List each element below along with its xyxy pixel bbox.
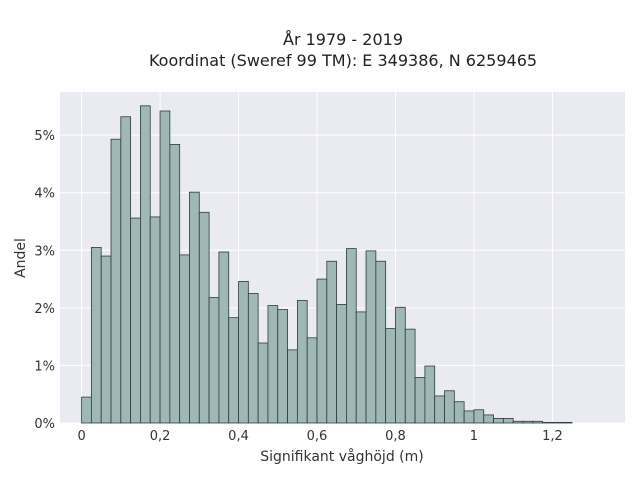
histogram-bar-35 [424,365,436,424]
histogram-bar-11 [189,191,200,424]
histogram-bar-13 [208,297,220,424]
histogram-bar-3 [110,138,122,424]
x-axis-ticks: 0 0,2 0,4 0,6 0,8 1 1,2 [77,429,562,444]
histogram-bar-32 [395,306,406,424]
histogram-bar-1 [90,247,102,424]
histogram-bar-37 [444,390,455,424]
histogram-bar-31 [385,328,396,424]
histogram-bar-27 [346,248,357,424]
chart-title-line2: Koordinat (Sweref 99 TM): E 349386, N 62… [149,51,537,70]
x-tick-label-6: 1,2 [542,429,563,444]
y-tick-label-4: 4% [34,187,55,202]
histogram-bar-5 [130,217,141,424]
histogram-bar-47 [542,422,553,424]
histogram-bar-33 [404,328,416,424]
histogram-bar-22 [296,299,308,424]
y-tick-label-5: 5% [34,129,55,144]
y-axis-label: Andel [13,238,29,278]
histogram-bar-17 [247,293,259,424]
histogram-bar-23 [306,337,318,424]
histogram-bar-16 [238,280,249,424]
y-tick-label-3: 3% [34,244,55,259]
histogram-bar-21 [287,349,298,424]
y-tick-label-2: 2% [34,302,55,317]
histogram-bar-19 [267,305,279,424]
histogram-bar-29 [365,250,377,424]
histogram-bar-30 [375,260,387,424]
histogram-bar-40 [473,409,485,424]
x-tick-label-5: 1 [470,429,478,444]
histogram-bar-24 [316,278,328,424]
histogram-bar-4 [120,116,132,424]
histogram-bar-34 [414,377,426,424]
histogram-bar-8 [159,110,171,424]
histogram-bar-12 [198,211,210,424]
histogram-bar-45 [522,420,534,424]
histogram-bar-48 [552,422,563,424]
x-tick-label-2: 0,4 [228,429,249,444]
x-tick-label-4: 0,8 [385,429,406,444]
y-tick-label-0: 0% [34,417,55,432]
histogram-bar-10 [179,254,190,424]
histogram-bar-9 [169,143,181,424]
histogram-bar-44 [512,420,524,424]
histogram-bar-7 [149,216,161,424]
histogram-bar-20 [277,309,288,424]
histogram-bar-0 [81,396,92,424]
histogram-bar-14 [218,251,230,424]
y-axis-ticks: 0% 1% 2% 3% 4% 5% [34,129,55,432]
chart-title-line1: År 1979 - 2019 [283,30,403,49]
x-tick-label-0: 0 [77,429,85,444]
histogram-bar-49 [561,422,573,424]
histogram-bar-43 [502,417,514,424]
histogram-bar-41 [483,414,494,424]
histogram-bar-2 [100,255,112,424]
x-tick-label-3: 0,6 [307,429,328,444]
x-axis-label: Signifikant våghöjd (m) [260,448,423,465]
x-tick-label-1: 0,2 [150,429,171,444]
histogram-bar-18 [257,342,269,424]
histogram-bar-25 [326,260,338,424]
histogram-bar-15 [228,317,239,424]
histogram-bar-38 [453,401,465,424]
histogram-bar-39 [463,410,475,424]
bars [81,105,573,424]
histogram-bar-26 [336,304,347,424]
y-tick-label-1: 1% [34,359,55,374]
histogram-bar-46 [532,420,544,424]
histogram-bar-42 [493,417,504,424]
histogram-bar-6 [140,105,151,424]
histogram-bar-36 [434,395,445,424]
histogram-bar-28 [355,311,367,424]
